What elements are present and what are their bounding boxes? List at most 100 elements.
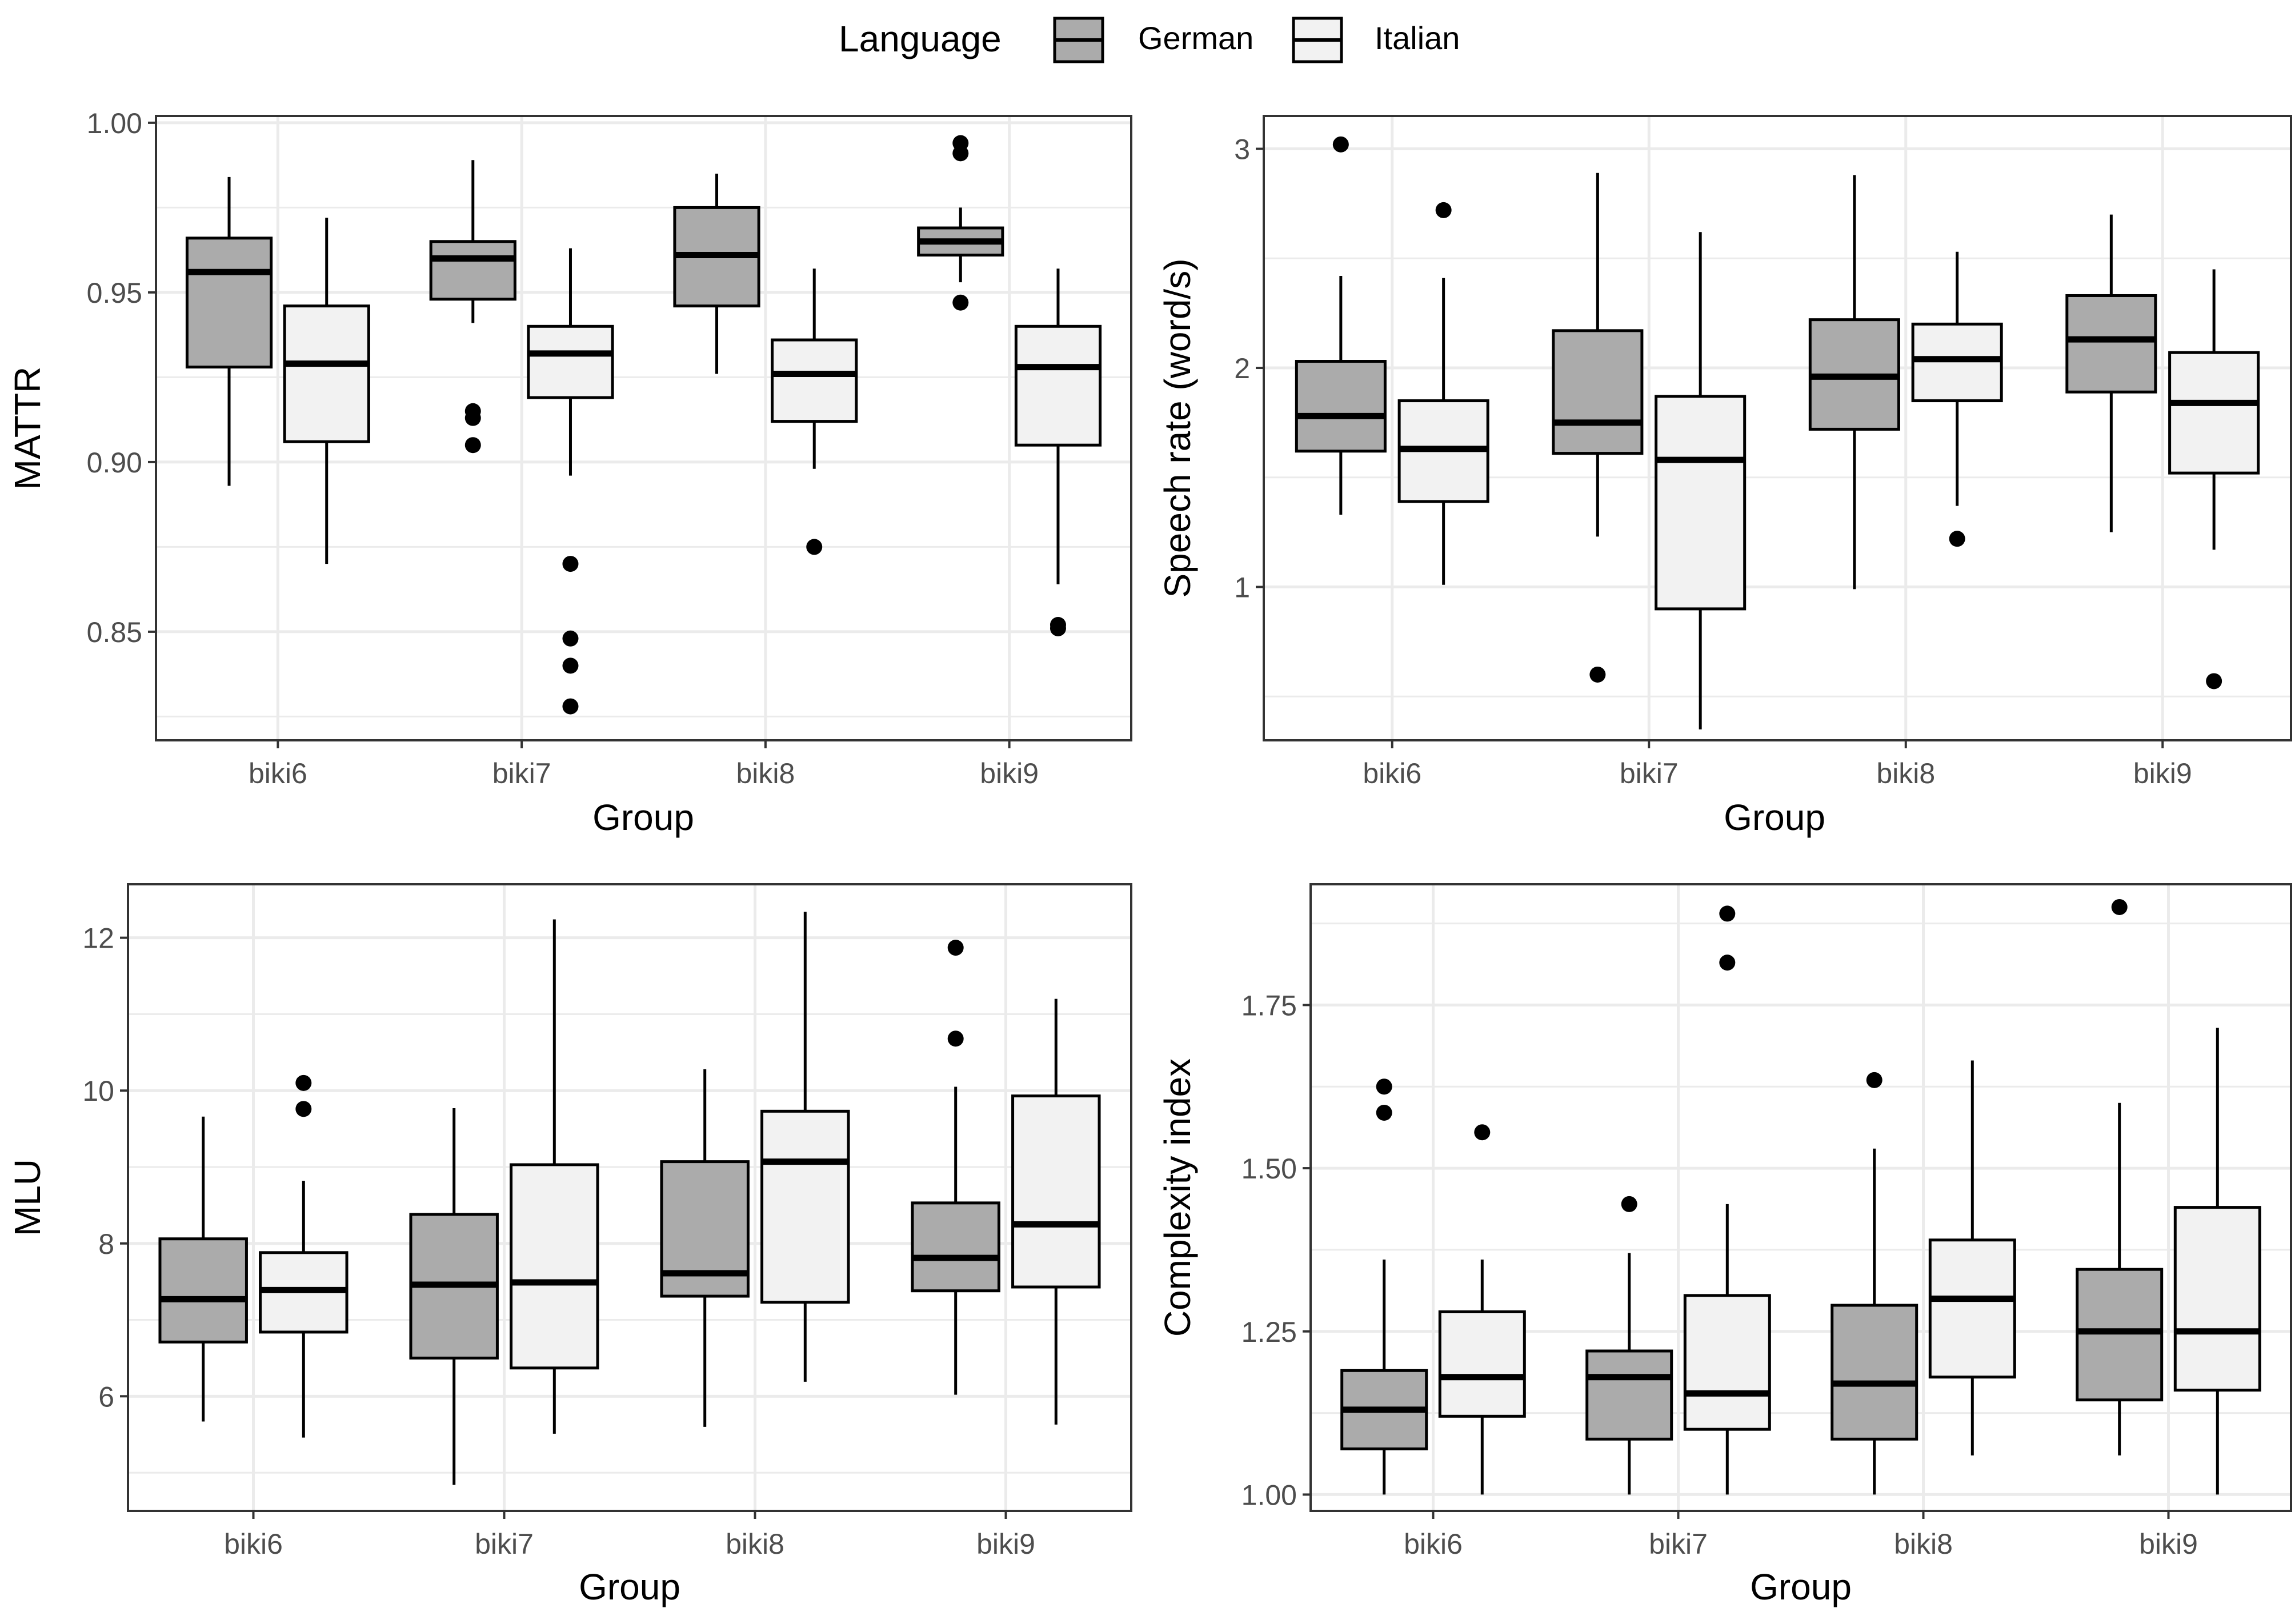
y-tick-label: 8 xyxy=(98,1228,114,1260)
x-tick-label: biki7 xyxy=(475,1528,534,1560)
panel-speech-rate: 1 2 3 biki6 biki7 biki8 biki9 Group Speech rate … xyxy=(1157,115,2292,838)
y-tick-label: 1 xyxy=(1234,572,1250,604)
x-tick-label: biki7 xyxy=(1620,757,1679,789)
outlier-point xyxy=(947,1030,964,1047)
outlier-point xyxy=(2111,899,2128,915)
outlier-point xyxy=(1435,202,1452,218)
x-tick-label: biki8 xyxy=(1894,1528,1953,1560)
box-iqr xyxy=(185,236,273,369)
box-iqr xyxy=(771,338,858,423)
box-iqr xyxy=(1928,1238,2016,1379)
outlier-point xyxy=(806,539,823,555)
box-italian-biki9 xyxy=(1011,999,1101,1425)
x-tick-label: biki8 xyxy=(736,757,795,789)
box-iqr xyxy=(1011,1094,1101,1289)
outlier-point xyxy=(1376,1104,1392,1121)
outlier-point xyxy=(1949,531,1965,547)
outlier-point xyxy=(1866,1072,1883,1088)
box-italian-biki6 xyxy=(1397,202,1489,585)
panel-border xyxy=(155,115,1132,741)
box-italian-biki6 xyxy=(283,218,370,564)
box-german-biki8 xyxy=(660,1069,750,1427)
legend: Language German Italian xyxy=(839,17,1460,63)
panel-mlu: 6 8 10 12 biki6 biki7 biki8 biki9 Group MLU xyxy=(7,883,1132,1607)
y-tick-label: 6 xyxy=(98,1381,114,1413)
box-iqr xyxy=(2076,1268,2164,1402)
outlier-point xyxy=(1589,666,1606,683)
x-tick-label: biki6 xyxy=(1404,1528,1463,1560)
box-iqr xyxy=(283,304,370,443)
box-german-biki8 xyxy=(1808,175,1900,590)
panel-mattr: 0.85 0.90 0.95 1.00 biki6 biki7 biki8 biki9 Grou… xyxy=(7,107,1132,838)
legend-label-italian: Italian xyxy=(1375,20,1460,56)
panel-border xyxy=(127,883,1132,1512)
x-tick-label: biki8 xyxy=(1876,757,1935,789)
y-tick-label: 1.50 xyxy=(1241,1153,1297,1185)
x-axis-title: Group xyxy=(1750,1566,1852,1607)
box-italian-biki8 xyxy=(1911,251,2003,547)
box-iqr xyxy=(2173,1206,2261,1392)
y-tick-label: 2 xyxy=(1234,352,1250,384)
x-axis-title: Group xyxy=(1724,797,1825,838)
x-tick-label: biki9 xyxy=(2133,757,2192,789)
box-iqr xyxy=(1683,1294,1771,1431)
panel-border xyxy=(1309,883,2292,1512)
outlier-point xyxy=(952,145,969,162)
x-tick-label: biki6 xyxy=(1363,757,1421,789)
legend-label-german: German xyxy=(1138,20,1253,56)
x-axis-title: Group xyxy=(579,1566,680,1607)
x-tick-label: biki9 xyxy=(976,1528,1035,1560)
outlier-point xyxy=(562,657,579,674)
outlier-point xyxy=(295,1074,312,1091)
box-italian-biki9 xyxy=(2173,1028,2261,1495)
box-german-biki9 xyxy=(2076,899,2164,1455)
box-german-biki9 xyxy=(917,135,1004,311)
box-german-biki7 xyxy=(429,160,516,454)
box-german-biki8 xyxy=(1831,1072,1918,1495)
y-tick-label: 10 xyxy=(82,1075,114,1107)
box-german-biki9 xyxy=(911,940,1000,1395)
box-italian-biki6 xyxy=(1438,1124,1526,1495)
box-german-biki6 xyxy=(158,1116,248,1422)
box-german-biki7 xyxy=(1585,1196,1673,1495)
box-iqr xyxy=(1295,360,1387,453)
y-tick-label: 1.00 xyxy=(87,107,142,139)
box-german-biki6 xyxy=(1295,136,1387,515)
panel-complexity-index: 1.00 1.25 1.50 1.75 biki6 biki7 biki8 biki9 Grou… xyxy=(1157,883,2292,1607)
outlier-point xyxy=(1719,955,1736,971)
outlier-point xyxy=(947,940,964,956)
outlier-point xyxy=(1332,136,1349,153)
outlier-point xyxy=(295,1101,312,1117)
box-german-biki9 xyxy=(2065,214,2157,532)
box-iqr xyxy=(527,324,614,399)
y-axis-title: Speech rate (word/s) xyxy=(1157,258,1198,598)
box-italian-biki8 xyxy=(771,268,858,555)
x-tick-label: biki7 xyxy=(1649,1528,1708,1560)
box-iqr xyxy=(429,240,516,301)
box-iqr xyxy=(1438,1310,1526,1418)
y-tick-label: 0.95 xyxy=(87,277,142,309)
y-tick-label: 12 xyxy=(82,923,114,955)
box-german-biki8 xyxy=(673,173,760,374)
box-italian-biki7 xyxy=(527,248,614,715)
box-italian-biki7 xyxy=(510,919,599,1434)
y-tick-label: 0.90 xyxy=(87,447,142,479)
y-tick-label: 1.75 xyxy=(1241,989,1297,1021)
outlier-point xyxy=(1621,1196,1637,1212)
box-german-biki7 xyxy=(1552,173,1644,683)
box-german-biki6 xyxy=(185,177,273,486)
outlier-point xyxy=(562,630,579,647)
box-iqr xyxy=(1911,322,2003,403)
y-tick-label: 0.85 xyxy=(87,616,142,648)
box-iqr xyxy=(1655,395,1747,611)
x-tick-label: biki9 xyxy=(980,757,1039,789)
legend-key-german xyxy=(1053,17,1104,63)
outlier-point xyxy=(464,437,481,454)
outlier-point xyxy=(464,410,481,426)
outlier-point xyxy=(952,294,969,311)
box-iqr xyxy=(1831,1304,1918,1441)
x-tick-label: biki6 xyxy=(249,757,307,789)
x-tick-label: biki9 xyxy=(2139,1528,2198,1560)
outlier-point xyxy=(2206,673,2222,689)
